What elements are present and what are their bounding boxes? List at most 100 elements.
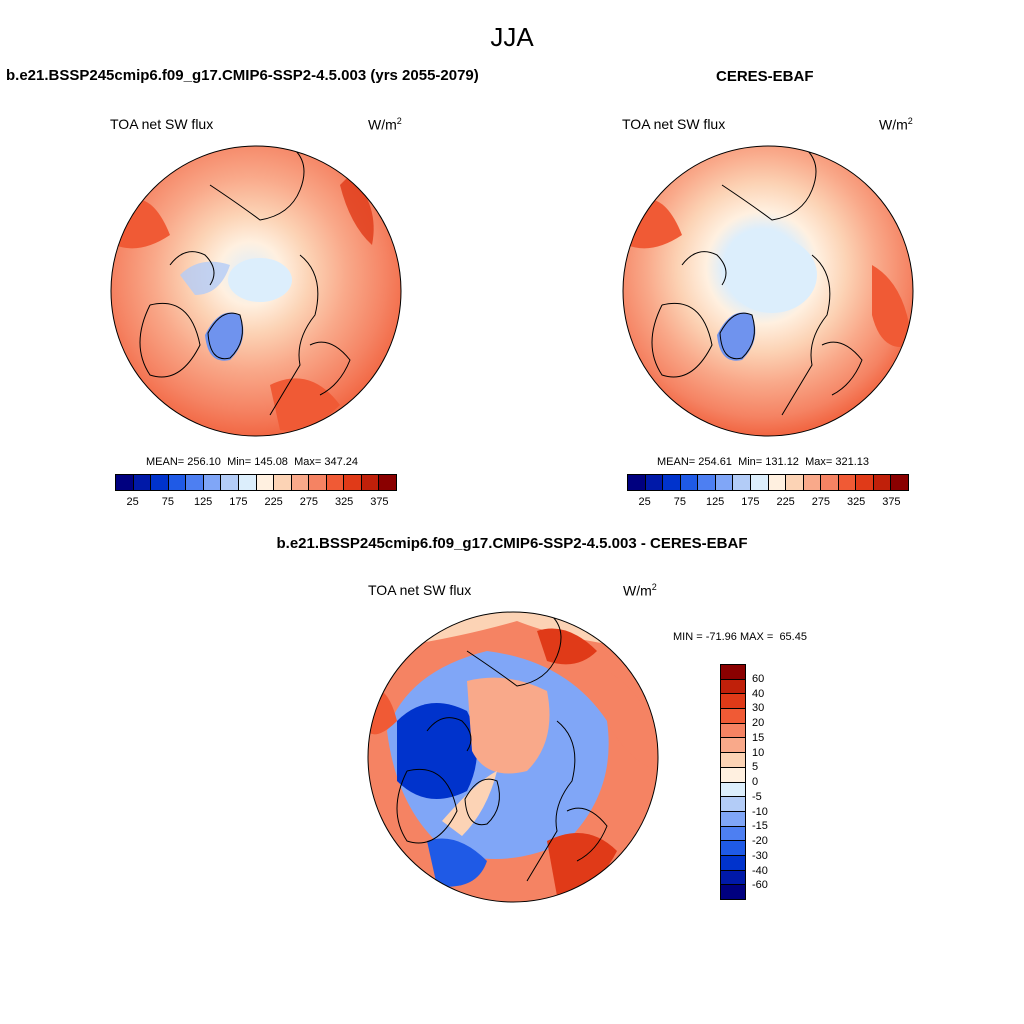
colorbar-tick-label: 275 (811, 496, 831, 508)
colorbar-swatch (645, 475, 664, 490)
colorbar-swatch (721, 782, 745, 798)
colorbar-swatch (256, 475, 275, 490)
colorbar-tick-label: 325 (846, 496, 866, 508)
colorbar-tick-label: 375 (370, 496, 389, 508)
colorbar-tick-label: 5 (752, 761, 759, 774)
colorbar-swatch (168, 475, 187, 490)
colorbar-swatch (721, 665, 745, 680)
colorbar-swatch (768, 475, 787, 490)
panel-2-colorbar-ticks: 25 75 125 175 225 275 325 375 (627, 496, 909, 510)
colorbar-tick-label: 15 (752, 731, 765, 744)
colorbar-swatch (721, 753, 745, 768)
colorbar-tick-label: -10 (752, 805, 768, 818)
panel-1-colorbar-ticks: 25 75 125 175 225 275 325 375 (115, 496, 397, 510)
colorbar-swatch (361, 475, 380, 490)
colorbar-swatch (274, 475, 292, 490)
panel-1-variable: TOA net SW flux (110, 116, 214, 132)
colorbar-tick-label: 125 (193, 496, 213, 508)
colorbar-tick-label: 0 (752, 776, 759, 788)
colorbar-swatch (309, 475, 327, 490)
colorbar-swatch (326, 475, 345, 490)
colorbar-swatch (221, 475, 239, 490)
panel-3-stats: MIN = -71.96 MAX = 65.45 (673, 631, 807, 643)
colorbar-tick-label: 60 (752, 672, 765, 685)
panel-2-title: CERES-EBAF (716, 68, 814, 85)
colorbar-swatch (750, 475, 769, 490)
colorbar-swatch (291, 475, 310, 490)
panel-3-colorbar (720, 664, 746, 900)
colorbar-swatch (721, 811, 745, 827)
colorbar-swatch (803, 475, 822, 490)
colorbar-swatch (721, 870, 745, 886)
colorbar-tick-label: 375 (882, 496, 901, 508)
colorbar-swatch (116, 475, 134, 490)
colorbar-tick-label: 225 (264, 496, 283, 508)
colorbar-swatch (856, 475, 874, 490)
colorbar-swatch (680, 475, 699, 490)
colorbar-tick-label: 25 (126, 496, 139, 508)
panel-2-polar-map (622, 145, 914, 437)
colorbar-swatch (721, 841, 745, 856)
colorbar-tick-label: 30 (752, 702, 765, 715)
colorbar-swatch (721, 885, 745, 899)
colorbar-tick-label: -60 (752, 879, 768, 892)
colorbar-tick-label: 125 (705, 496, 725, 508)
colorbar-swatch (238, 475, 257, 490)
colorbar-swatch (721, 767, 745, 783)
colorbar-swatch (344, 475, 362, 490)
colorbar-tick-label: 175 (741, 496, 760, 508)
colorbar-swatch (379, 475, 396, 490)
colorbar-tick-label: 25 (638, 496, 651, 508)
panel-1-title: b.e21.BSSP245cmip6.f09_g17.CMIP6-SSP2-4.… (6, 67, 479, 84)
colorbar-swatch (786, 475, 804, 490)
panel-2-unit: W/m2 (879, 116, 913, 133)
colorbar-tick-label: -20 (752, 835, 768, 847)
colorbar-tick-label: 10 (752, 746, 765, 759)
colorbar-swatch (721, 855, 745, 871)
colorbar-tick-label: -30 (752, 849, 768, 862)
colorbar-tick-label: 275 (299, 496, 319, 508)
colorbar-swatch (838, 475, 857, 490)
colorbar-swatch (721, 709, 745, 724)
colorbar-swatch (133, 475, 152, 490)
panel-3-polar-map (367, 611, 659, 903)
colorbar-swatch (715, 475, 734, 490)
colorbar-swatch (891, 475, 908, 490)
panel-3-title: b.e21.BSSP245cmip6.f09_g17.CMIP6-SSP2-4.… (276, 535, 748, 552)
colorbar-swatch (203, 475, 222, 490)
colorbar-swatch (821, 475, 839, 490)
panel-2-stats: MEAN= 254.61 Min= 131.12 Max= 321.13 (657, 456, 869, 468)
colorbar-tick-label: 75 (673, 496, 686, 508)
colorbar-swatch (721, 797, 745, 812)
colorbar-swatch (628, 475, 646, 490)
colorbar-swatch (186, 475, 204, 490)
figure-title: JJA (490, 22, 534, 52)
colorbar-tick-label: -15 (752, 820, 768, 833)
colorbar-tick-label: 75 (161, 496, 174, 508)
colorbar-swatch (873, 475, 892, 490)
colorbar-tick-label: 175 (229, 496, 248, 508)
panel-1-colorbar (115, 474, 397, 491)
panel-1-unit: W/m2 (368, 116, 402, 133)
colorbar-swatch (721, 826, 745, 842)
colorbar-swatch (721, 723, 745, 739)
colorbar-tick-label: 225 (776, 496, 795, 508)
colorbar-swatch (721, 694, 745, 710)
colorbar-swatch (721, 679, 745, 695)
panel-3-unit: W/m2 (623, 582, 657, 599)
colorbar-swatch (151, 475, 169, 490)
colorbar-swatch (663, 475, 681, 490)
colorbar-swatch (733, 475, 751, 490)
panel-3-variable: TOA net SW flux (368, 582, 472, 598)
panel-2-colorbar (627, 474, 909, 491)
panel-1-polar-map (110, 145, 402, 437)
colorbar-tick-label: 20 (752, 717, 765, 729)
panel-2-variable: TOA net SW flux (622, 116, 726, 132)
colorbar-tick-label: 40 (752, 687, 765, 700)
colorbar-tick-label: -5 (752, 790, 762, 803)
colorbar-tick-label: 325 (334, 496, 354, 508)
colorbar-swatch (721, 738, 745, 754)
panel-1-stats: MEAN= 256.10 Min= 145.08 Max= 347.24 (146, 456, 358, 468)
colorbar-tick-label: -40 (752, 864, 768, 877)
colorbar-swatch (698, 475, 716, 490)
